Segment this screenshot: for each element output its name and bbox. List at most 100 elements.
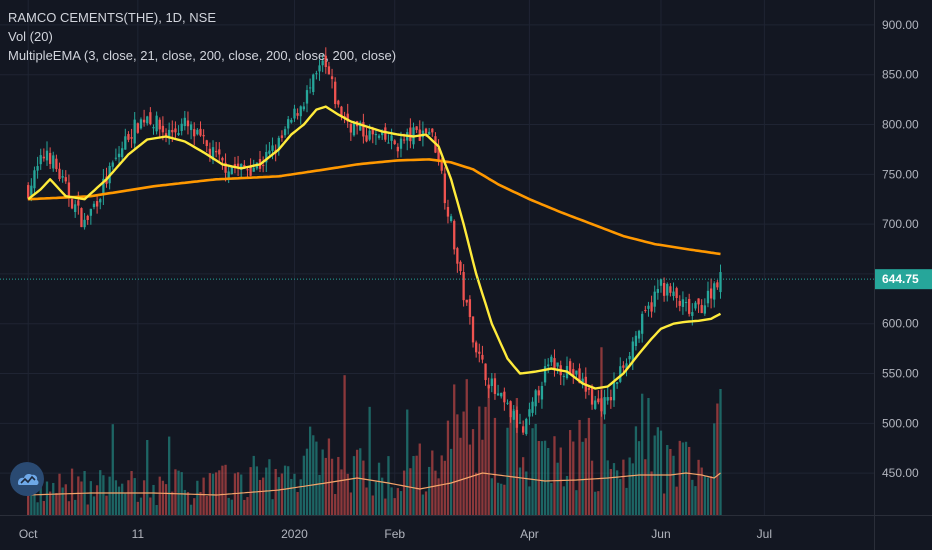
candle-body	[697, 298, 700, 305]
candle-body	[656, 288, 659, 293]
volume-bar	[590, 460, 594, 515]
volume-bar	[183, 489, 186, 515]
volume-bar	[719, 389, 722, 515]
candle-body	[709, 288, 713, 299]
candle-body	[362, 122, 365, 137]
candle-body	[509, 401, 512, 418]
candle-body	[161, 125, 165, 133]
candle-body	[612, 382, 616, 401]
candle-body	[390, 135, 393, 141]
volume-bar	[136, 501, 139, 515]
candle-body	[261, 165, 265, 167]
volume-bar	[371, 495, 374, 515]
volume-bar	[355, 449, 359, 515]
tradingview-logo-icon[interactable]	[10, 462, 44, 496]
volume-bar	[95, 485, 99, 515]
candle-body	[440, 162, 443, 171]
candle-body	[615, 382, 619, 384]
candle-body	[146, 116, 149, 124]
candle-body	[484, 363, 487, 381]
candle-body	[252, 167, 255, 172]
volume-bar	[662, 493, 666, 515]
volume-bar	[308, 426, 312, 515]
candle-body	[243, 165, 246, 168]
candle-body	[202, 135, 205, 137]
volume-bar	[631, 463, 634, 515]
candle-body	[481, 354, 484, 360]
volume-bar	[142, 480, 146, 515]
candle-body	[468, 299, 472, 318]
volume-bar	[249, 467, 252, 515]
volume-bar	[471, 429, 475, 515]
candle-body	[487, 384, 490, 389]
candle-body	[540, 385, 544, 400]
volume-bar	[581, 441, 584, 515]
volume-bar	[290, 478, 293, 515]
volume-bar	[318, 474, 321, 515]
candle-body	[99, 199, 102, 203]
volume-bar	[233, 473, 237, 515]
volume-bar	[550, 483, 553, 515]
x-tick-label: 2020	[281, 527, 308, 541]
candle-body	[149, 112, 152, 125]
volume-bar	[324, 457, 327, 515]
candle-body	[271, 145, 274, 151]
candle-body	[478, 351, 481, 354]
volume-bar	[625, 487, 628, 515]
candle-body	[52, 155, 55, 169]
y-tick-label: 500.00	[882, 416, 919, 430]
candle-body	[465, 299, 468, 303]
ema-fast-line	[27, 105, 722, 390]
volume-bar	[578, 419, 581, 515]
candle-body	[183, 117, 186, 127]
volume-bar	[268, 459, 271, 515]
volume-bar	[70, 468, 74, 515]
x-tick-label: 11	[132, 527, 145, 541]
volume-bar	[252, 455, 255, 515]
volume-bar	[164, 484, 168, 515]
volume-bar	[215, 472, 218, 515]
candle-body	[581, 378, 584, 384]
candle-body	[330, 76, 334, 80]
candle-body	[518, 422, 522, 424]
volume-bar	[568, 430, 572, 515]
cloud-chart-icon	[18, 474, 39, 485]
candle-body	[694, 302, 697, 309]
volume-bar	[594, 491, 597, 515]
candle-body	[80, 208, 83, 228]
volume-bar	[459, 437, 462, 515]
volume-bar	[688, 446, 691, 515]
candle-body	[716, 282, 719, 288]
volume-bar	[600, 347, 603, 515]
candle-body	[437, 147, 440, 161]
volume-bar	[377, 462, 381, 515]
volume-bar	[603, 424, 606, 515]
volume-bar	[349, 492, 353, 515]
candle-body	[500, 392, 503, 397]
candle-body	[168, 129, 171, 136]
volume-bar	[139, 497, 143, 515]
candle-body	[547, 364, 550, 367]
candle-body	[431, 128, 434, 133]
candle-body	[139, 119, 143, 129]
volume-bar	[227, 497, 230, 515]
candle-body	[152, 127, 155, 129]
candle-body	[114, 157, 118, 159]
candle-body	[537, 390, 540, 396]
volume-bar	[27, 483, 30, 515]
candle-body	[249, 166, 252, 176]
volume-bar	[428, 466, 431, 515]
candle-body	[102, 178, 105, 196]
volume-bar	[700, 467, 703, 515]
volume-bar	[274, 468, 277, 515]
candle-body	[164, 133, 168, 138]
volume-bar	[230, 499, 233, 515]
volume-bar	[302, 455, 306, 515]
candle-body	[77, 200, 80, 206]
candle-body	[506, 402, 509, 404]
volume-bar	[559, 447, 562, 515]
volume-bar	[362, 460, 365, 515]
candle-body	[193, 129, 196, 137]
volume-bar	[443, 460, 446, 515]
